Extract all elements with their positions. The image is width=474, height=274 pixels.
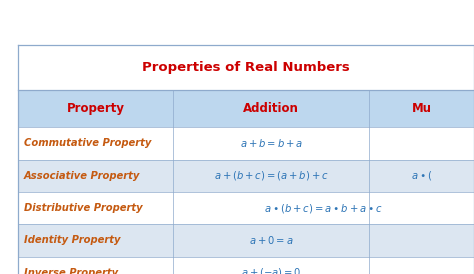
Text: Addition: Addition	[243, 102, 299, 115]
Text: Distributive Property: Distributive Property	[24, 203, 143, 213]
Bar	[18, 224, 474, 256]
Text: Commutative Property: Commutative Property	[24, 138, 151, 148]
Text: $a\bullet($: $a\bullet($	[411, 169, 432, 182]
Bar	[18, 45, 474, 90]
Text: $a+(-a)=0$: $a+(-a)=0$	[241, 266, 301, 274]
Text: Inverse Property: Inverse Property	[24, 268, 118, 274]
Text: $a+(b+c)=(a+b)+c$: $a+(b+c)=(a+b)+c$	[214, 169, 328, 182]
Text: Property: Property	[66, 102, 125, 115]
Text: Mu: Mu	[411, 102, 431, 115]
Bar	[18, 192, 474, 224]
Bar	[18, 127, 474, 159]
Text: $a\bullet(b+c)=a\bullet b+a\bullet c$: $a\bullet(b+c)=a\bullet b+a\bullet c$	[264, 202, 383, 215]
Text: $a+b=b+a$: $a+b=b+a$	[239, 137, 302, 149]
Text: Associative Property: Associative Property	[24, 171, 140, 181]
Bar	[18, 90, 474, 127]
Text: $a+0=a$: $a+0=a$	[249, 234, 293, 246]
Text: Properties of Real Numbers: Properties of Real Numbers	[142, 61, 350, 74]
Text: Identity Property: Identity Property	[24, 235, 120, 245]
Bar	[18, 159, 474, 192]
Bar	[18, 256, 474, 274]
